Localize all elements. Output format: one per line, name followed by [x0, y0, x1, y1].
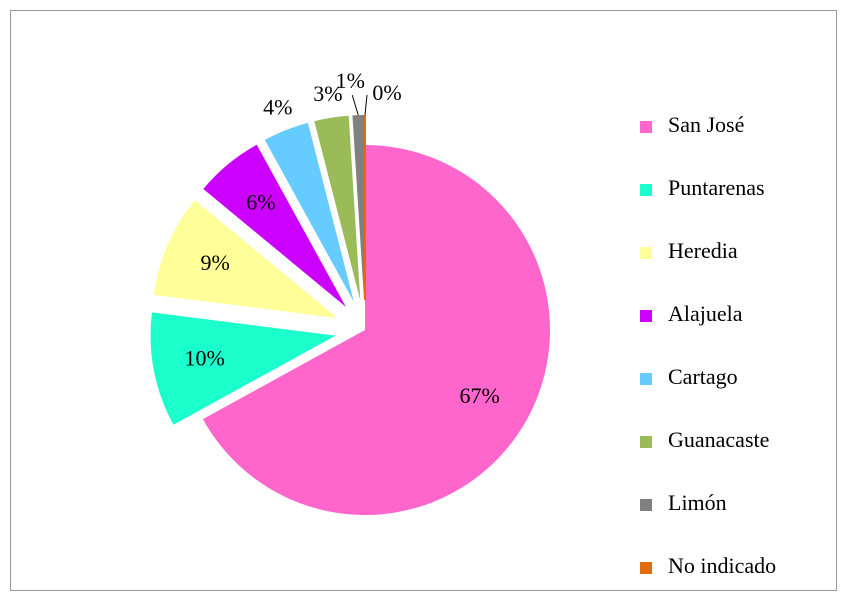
data-label: 67%	[459, 383, 499, 408]
legend-label: Limón	[668, 490, 727, 515]
leader-line	[351, 94, 359, 116]
data-label: 9%	[201, 250, 230, 275]
legend-label: Cartago	[668, 364, 738, 389]
pie-slice	[150, 312, 336, 425]
legend-label: Guanacaste	[668, 427, 769, 452]
pie-slice	[264, 122, 354, 303]
data-label: 10%	[185, 346, 225, 371]
data-label: 4%	[263, 95, 292, 120]
legend-swatch	[640, 499, 652, 511]
legend-label: No indicado	[668, 553, 776, 578]
leader-line	[364, 94, 368, 116]
pie-slice	[202, 145, 550, 515]
legend-label: Alajuela	[668, 301, 743, 326]
pie-slice	[314, 115, 361, 301]
data-label: 0%	[372, 80, 401, 105]
pie-slice	[203, 144, 346, 307]
legend-swatch	[640, 247, 652, 259]
legend-label: Puntarenas	[668, 175, 765, 200]
legend-label: Heredia	[668, 238, 738, 263]
legend-swatch	[640, 373, 652, 385]
pie-slice	[153, 200, 338, 319]
pie-slice	[352, 115, 365, 301]
legend-swatch	[640, 562, 652, 574]
legend-swatch	[640, 310, 652, 322]
legend-swatch	[640, 121, 652, 133]
data-label: 1%	[336, 68, 365, 93]
legend-swatch	[640, 436, 652, 448]
legend-label: San José	[668, 112, 744, 137]
legend-swatch	[640, 184, 652, 196]
data-label: 3%	[313, 81, 342, 106]
data-label: 6%	[246, 189, 275, 214]
